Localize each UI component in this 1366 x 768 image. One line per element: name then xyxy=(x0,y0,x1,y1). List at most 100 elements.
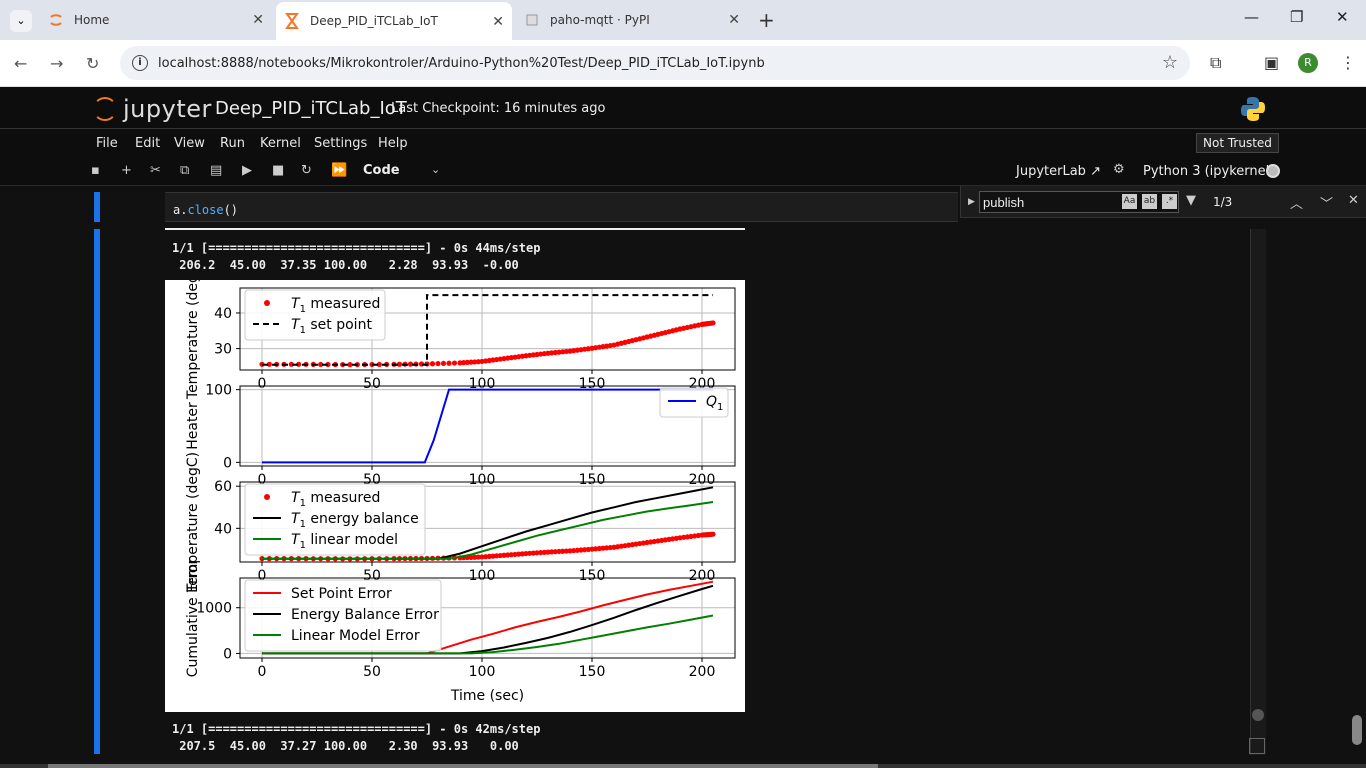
address-bar-row: ← → ↻ i localhost:8888/notebooks/Mikroko… xyxy=(0,40,1366,87)
output-collapser[interactable] xyxy=(94,229,100,754)
bookmark-star-icon[interactable]: ☆ xyxy=(1161,52,1178,73)
close-tab-icon[interactable]: ✕ xyxy=(492,14,504,30)
data-point xyxy=(468,554,474,560)
code-fn: close xyxy=(187,203,224,217)
jupyter-orange-icon xyxy=(48,12,64,28)
site-info-icon[interactable]: i xyxy=(132,55,148,71)
notebook-title[interactable]: Deep_PID_iTCLab_IoT xyxy=(215,98,407,119)
url-field[interactable]: i localhost:8888/notebooks/Mikrokontrole… xyxy=(120,46,1190,80)
interrupt-stop-icon[interactable]: ■ xyxy=(272,163,285,178)
cell-collapser[interactable] xyxy=(94,192,100,222)
menu-file[interactable]: File xyxy=(96,136,118,151)
x-tick-label: 150 xyxy=(579,376,606,392)
legend-box xyxy=(244,579,442,652)
browser-tab-pypi[interactable]: paho-mqtt · PyPI ✕ xyxy=(516,0,748,40)
browser-menu-kebab-icon[interactable]: ⋮ xyxy=(1340,53,1356,72)
output-scroll-thumb[interactable] xyxy=(1252,709,1264,721)
menu-view[interactable]: View xyxy=(174,136,205,151)
y-axis-label: Heater xyxy=(185,402,201,450)
menu-edit[interactable]: Edit xyxy=(135,136,161,151)
menu-kernel[interactable]: Kernel xyxy=(260,136,301,151)
next-match-down-icon[interactable]: ﹀ xyxy=(1320,197,1334,212)
data-point xyxy=(440,360,447,367)
menu-run[interactable]: Run xyxy=(220,136,245,151)
legend-marker xyxy=(264,300,270,306)
jupyter-header xyxy=(0,87,1366,129)
profile-avatar[interactable]: R xyxy=(1298,53,1318,73)
match-case-toggle[interactable]: Aa xyxy=(1122,194,1137,209)
y-tick-label: 60 xyxy=(214,479,232,495)
series-line xyxy=(262,580,714,655)
data-point xyxy=(347,362,353,368)
jupyterlab-link[interactable]: JupyterLab ↗ xyxy=(1016,164,1101,179)
close-tab-icon[interactable]: ✕ xyxy=(252,12,264,28)
menu-settings[interactable]: Settings xyxy=(314,136,368,151)
data-point xyxy=(552,549,558,555)
data-point xyxy=(429,361,436,367)
close-tab-icon[interactable]: ✕ xyxy=(728,12,740,28)
legend-marker xyxy=(264,494,270,500)
data-point xyxy=(710,320,716,326)
menu-help[interactable]: Help xyxy=(378,136,408,151)
axes-frame xyxy=(239,385,736,467)
x-tick-label: 0 xyxy=(258,472,267,488)
save-icon[interactable]: ▪ xyxy=(91,163,100,178)
legend-label: Q1 xyxy=(706,394,723,413)
sidebar-panel-icon[interactable]: ▣ xyxy=(1264,53,1280,72)
y-tick-label: 0 xyxy=(223,646,232,662)
insert-cell-plus-icon[interactable]: + xyxy=(121,163,132,178)
output-scrollbar[interactable] xyxy=(1250,229,1266,755)
copy-icon[interactable]: ⧉ xyxy=(180,163,190,178)
data-point xyxy=(266,361,272,367)
legend-label: T1 set point xyxy=(291,317,372,336)
filter-funnel-icon[interactable]: ▼ xyxy=(1186,193,1196,208)
horizontal-scroll-thumb[interactable] xyxy=(48,764,878,768)
paste-icon[interactable]: ▤ xyxy=(210,163,223,178)
regex-toggle[interactable]: .* xyxy=(1162,194,1177,209)
legend-label: T1 measured xyxy=(291,296,380,315)
chevron-down-icon[interactable]: ⌄ xyxy=(431,163,441,176)
browser-tab-notebook[interactable]: Deep_PID_iTCLab_IoT ✕ xyxy=(276,2,512,40)
expand-replace-chevron-icon[interactable]: ▶ xyxy=(968,197,975,207)
previous-match-up-icon[interactable]: ︿ xyxy=(1290,197,1304,212)
code-cell-input[interactable]: a.close() xyxy=(165,192,958,222)
browser-tab-home[interactable]: Home ✕ xyxy=(40,0,272,40)
browser-tab-bar xyxy=(0,0,1366,40)
gear-icon[interactable]: ⚙ xyxy=(1113,162,1125,177)
not-trusted-badge[interactable]: Not Trusted xyxy=(1196,133,1279,153)
jupyter-logo[interactable]: jupyter xyxy=(93,95,212,123)
back-arrow-icon[interactable]: ← xyxy=(14,54,28,73)
page-scroll-thumb[interactable] xyxy=(1352,715,1362,745)
cut-scissors-icon[interactable]: ✂ xyxy=(150,163,161,178)
forward-arrow-icon[interactable]: → xyxy=(50,54,64,73)
output-resize-handle[interactable] xyxy=(1249,738,1265,754)
series-line xyxy=(262,501,714,560)
run-cell-play-icon[interactable]: ▶ xyxy=(242,163,252,178)
new-tab-plus-icon[interactable]: + xyxy=(758,8,775,32)
x-tick-label: 200 xyxy=(689,472,716,488)
x-tick-label: 100 xyxy=(469,664,496,680)
kernel-name[interactable]: Python 3 (ipykernel) xyxy=(1143,164,1275,179)
match-word-toggle[interactable]: ab xyxy=(1142,194,1157,209)
x-axis-label: Time (sec) xyxy=(450,688,524,704)
series-line xyxy=(262,294,713,366)
close-find-icon[interactable]: ✕ xyxy=(1348,193,1359,208)
tab-title: Deep_PID_iTCLab_IoT xyxy=(310,14,438,28)
tab-list-chevron-icon[interactable]: ⌄ xyxy=(10,10,32,32)
legend-box xyxy=(244,289,386,341)
data-point xyxy=(710,531,716,537)
window-close-icon[interactable]: ✕ xyxy=(1336,8,1349,26)
cell-type-select[interactable]: Code xyxy=(363,163,400,178)
x-tick-label: 0 xyxy=(258,664,267,680)
page-scrollbar[interactable] xyxy=(1350,186,1366,768)
x-tick-label: 150 xyxy=(579,568,606,584)
restart-kernel-icon[interactable]: ↻ xyxy=(301,163,312,178)
restore-icon[interactable]: ❐ xyxy=(1290,8,1304,26)
x-tick-label: 200 xyxy=(689,568,716,584)
reload-icon[interactable]: ↻ xyxy=(86,54,100,73)
restart-run-all-icon[interactable]: ⏩ xyxy=(331,163,348,178)
minimize-icon[interactable]: — xyxy=(1244,8,1259,26)
data-point xyxy=(376,361,382,368)
match-count: 1/3 xyxy=(1213,195,1233,209)
extensions-puzzle-icon[interactable]: ⧉ xyxy=(1210,53,1222,72)
